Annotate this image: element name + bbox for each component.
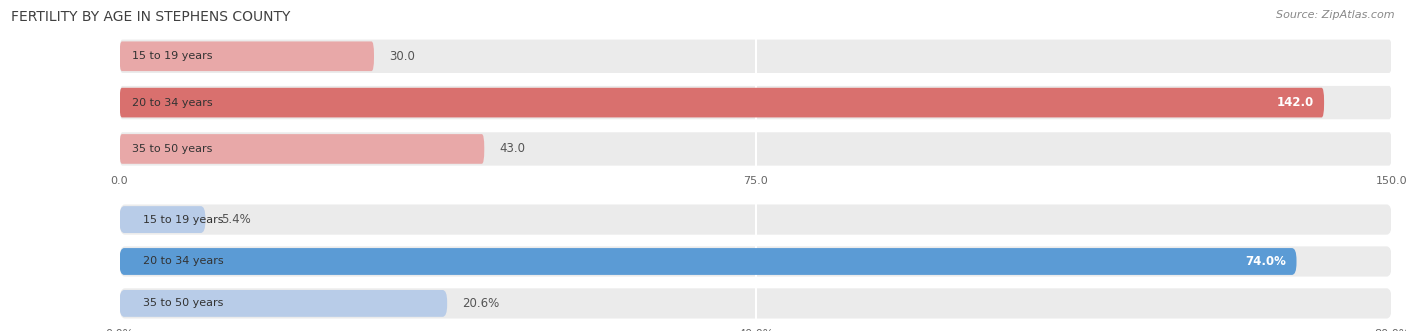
Text: 20 to 34 years: 20 to 34 years — [132, 98, 212, 108]
Text: 5.4%: 5.4% — [221, 213, 250, 226]
Text: 142.0: 142.0 — [1277, 96, 1313, 109]
FancyBboxPatch shape — [120, 40, 1392, 73]
Text: FERTILITY BY AGE IN STEPHENS COUNTY: FERTILITY BY AGE IN STEPHENS COUNTY — [11, 10, 291, 24]
FancyBboxPatch shape — [120, 86, 1392, 119]
Text: 43.0: 43.0 — [499, 142, 526, 156]
FancyBboxPatch shape — [120, 206, 205, 233]
Text: 74.0%: 74.0% — [1246, 255, 1286, 268]
Text: 35 to 50 years: 35 to 50 years — [143, 299, 224, 308]
Text: 15 to 19 years: 15 to 19 years — [132, 51, 212, 61]
Text: 15 to 19 years: 15 to 19 years — [143, 214, 224, 224]
FancyBboxPatch shape — [120, 248, 1296, 275]
FancyBboxPatch shape — [120, 246, 1392, 277]
Text: 30.0: 30.0 — [389, 50, 415, 63]
FancyBboxPatch shape — [120, 290, 447, 317]
FancyBboxPatch shape — [120, 88, 1324, 118]
FancyBboxPatch shape — [120, 132, 1392, 166]
Text: 35 to 50 years: 35 to 50 years — [132, 144, 212, 154]
FancyBboxPatch shape — [120, 134, 484, 164]
FancyBboxPatch shape — [120, 41, 374, 71]
FancyBboxPatch shape — [120, 288, 1392, 318]
FancyBboxPatch shape — [120, 205, 1392, 235]
Text: 20 to 34 years: 20 to 34 years — [143, 257, 224, 266]
Text: 20.6%: 20.6% — [463, 297, 499, 310]
Text: Source: ZipAtlas.com: Source: ZipAtlas.com — [1277, 10, 1395, 20]
